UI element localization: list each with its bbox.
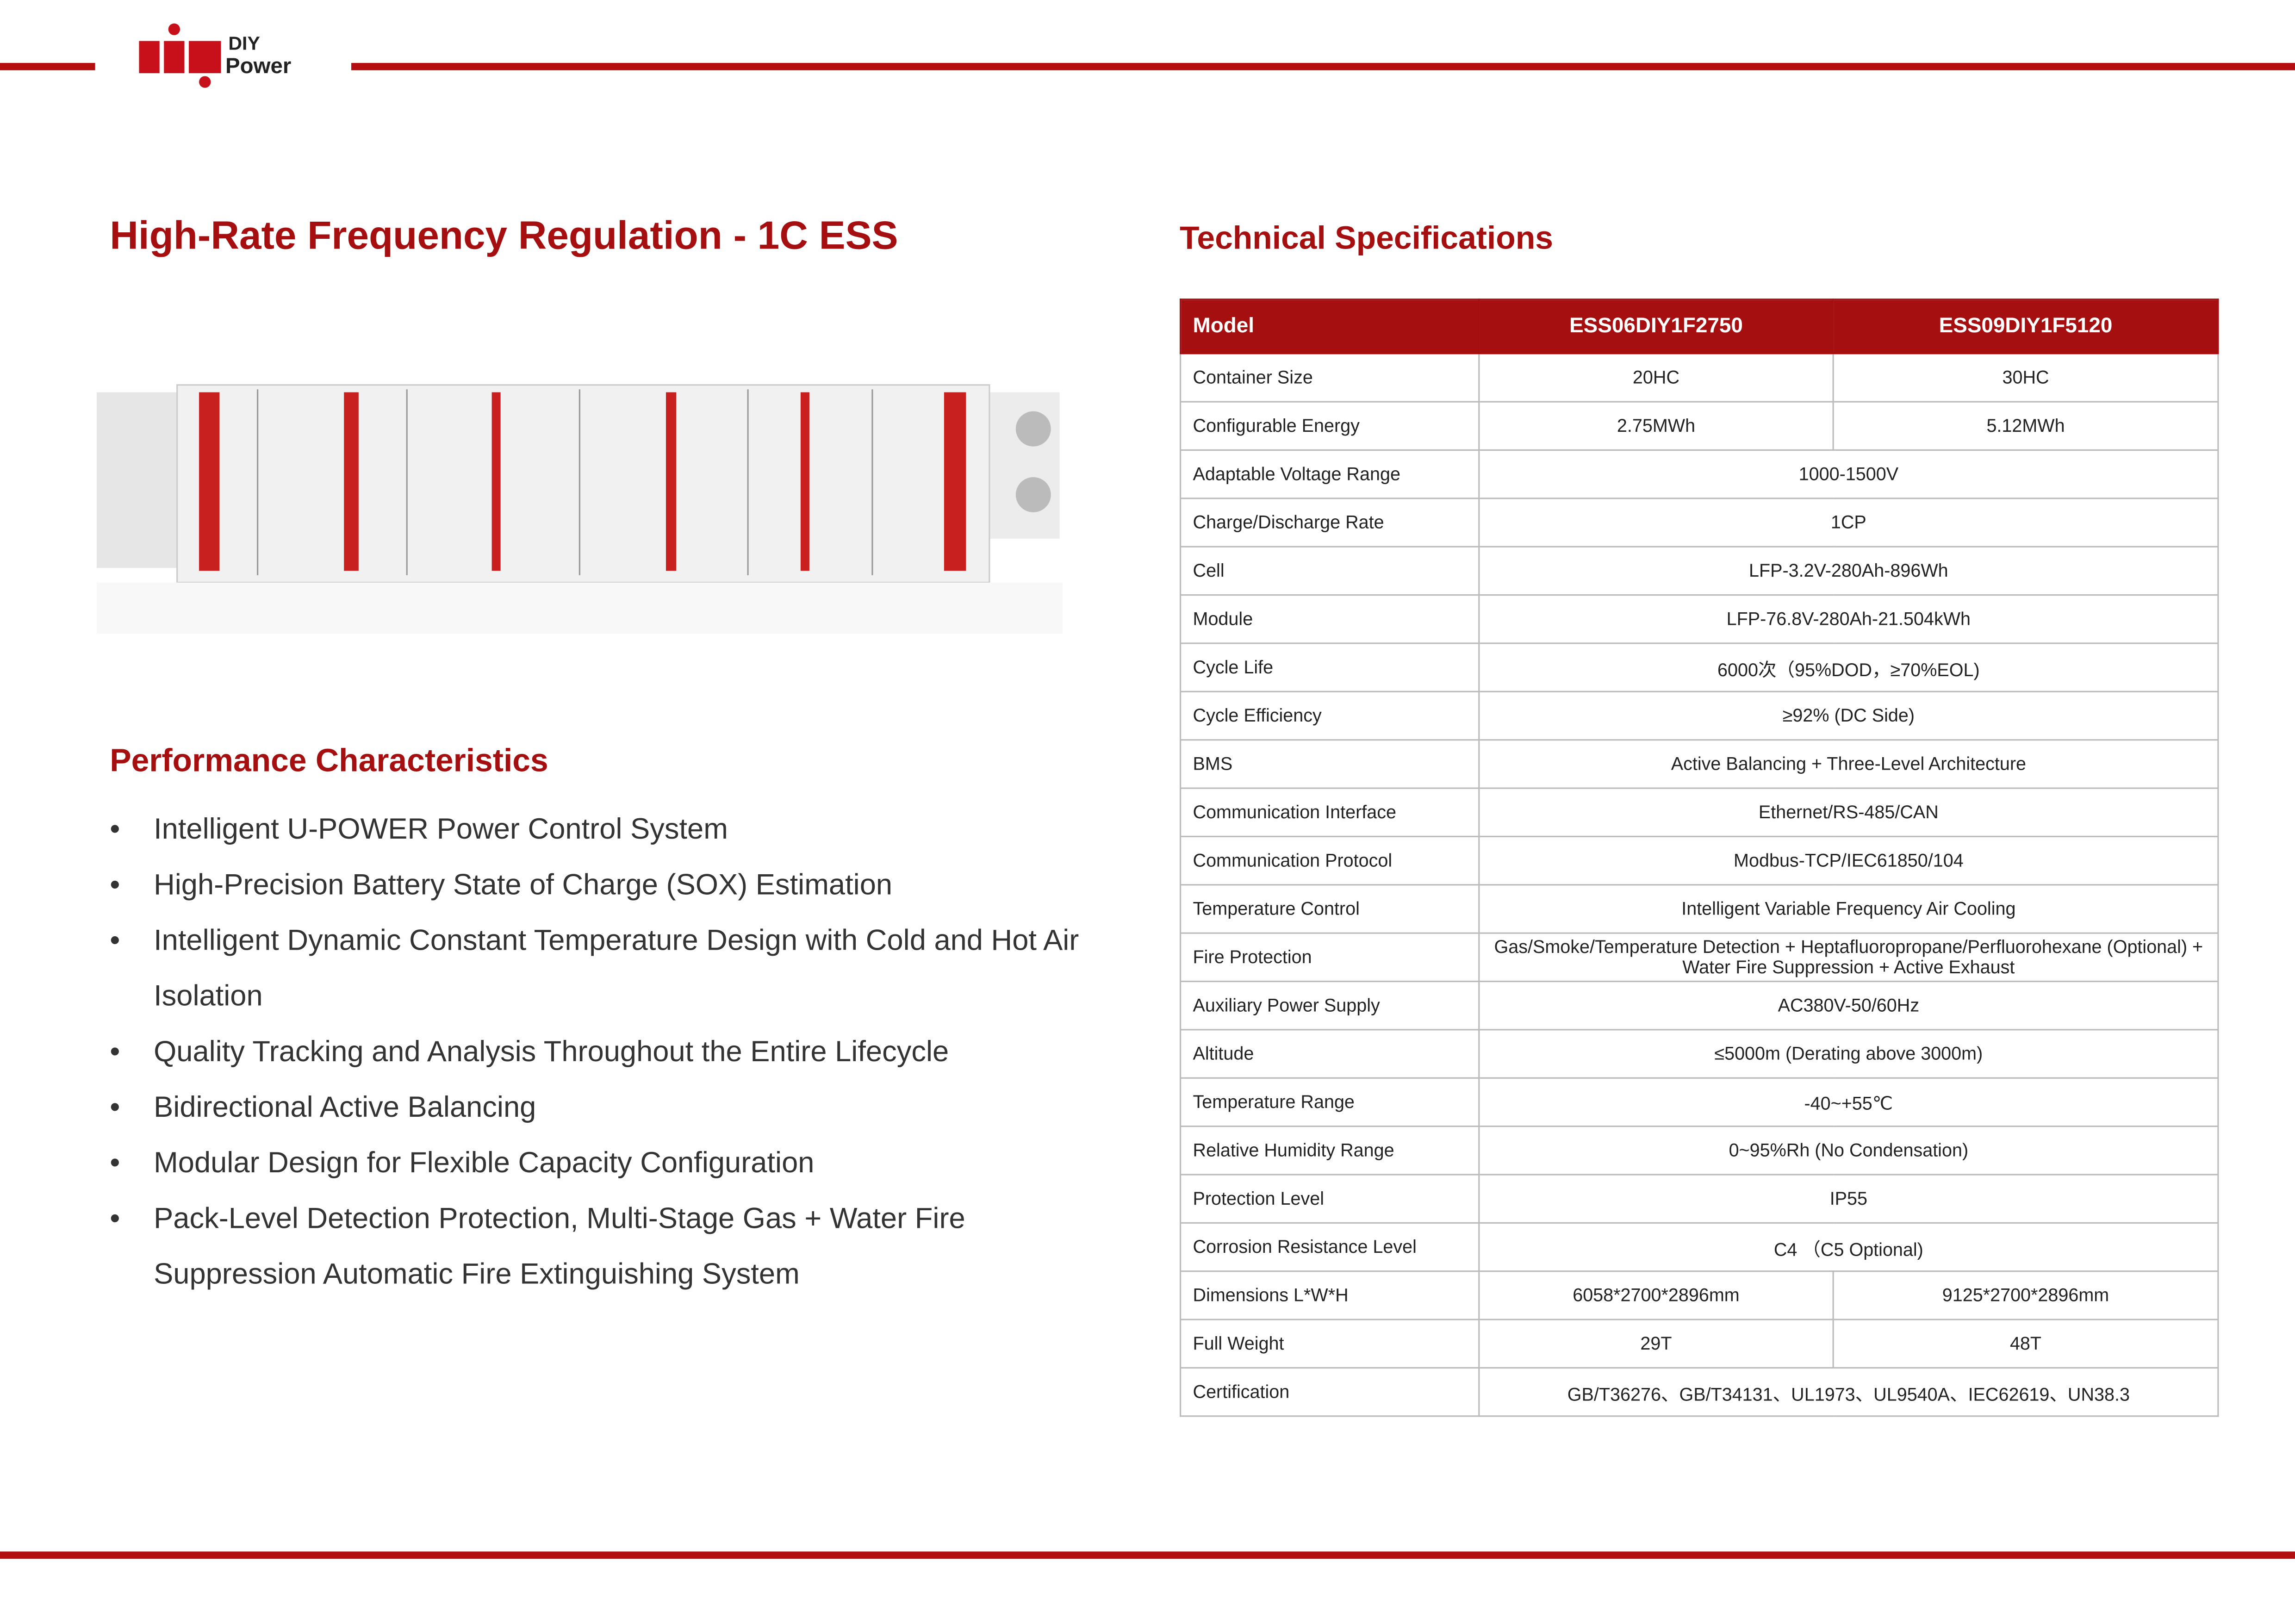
spec-value: Gas/Smoke/Temperature Detection + Heptaf… [1478, 932, 2219, 983]
spec-label: Cell [1180, 546, 1480, 596]
spec-row: Temperature Range -40~+55℃ [1180, 1077, 2219, 1127]
spec-label: Temperature Range [1180, 1077, 1480, 1127]
spec-row: Cell LFP-3.2V-280Ah-896Wh [1180, 546, 2219, 596]
spec-row: Protection Level IP55 [1180, 1174, 2219, 1224]
spec-row: Communication Protocol Modbus-TCP/IEC6185… [1180, 835, 2219, 886]
spec-value: GB/T36276、GB/T34131、UL1973、UL9540A、IEC62… [1478, 1367, 2219, 1417]
spec-row: Cycle Efficiency ≥92% (DC Side) [1180, 691, 2219, 741]
spec-value: 48T [1832, 1319, 2219, 1369]
feature-item: Bidirectional Active Balancing [110, 1080, 1120, 1136]
section-title: Performance Characteristics [110, 742, 548, 779]
spec-value: -40~+55℃ [1478, 1077, 2219, 1127]
spec-row: Altitude ≤5000m (Derating above 3000m) [1180, 1029, 2219, 1079]
spec-label: Module [1180, 594, 1480, 644]
feature-item: High-Precision Battery State of Charge (… [110, 858, 1120, 913]
product-image [96, 384, 1063, 634]
logo: DIY Power [139, 23, 291, 88]
spec-label: Full Weight [1180, 1319, 1480, 1369]
spec-row: Corrosion Resistance Level C4 （C5 Optiona… [1180, 1222, 2219, 1272]
spec-label: Certification [1180, 1367, 1480, 1417]
spec-value: 29T [1478, 1319, 1834, 1369]
feature-item: Pack-Level Detection Protection, Multi-S… [110, 1191, 1120, 1302]
spec-label: Communication Protocol [1180, 835, 1480, 886]
spec-value: 6000次（95%DOD，≥70%EOL) [1478, 642, 2219, 692]
spec-value: ≥92% (DC Side) [1478, 691, 2219, 741]
header-cell: ESS06DIY1F2750 [1478, 299, 1834, 355]
header-row: Model ESS06DIY1F2750 ESS09DIY1F5120 [1180, 299, 2219, 355]
feature-item: Intelligent Dynamic Constant Temperature… [110, 913, 1120, 1024]
spec-value: Ethernet/RS-485/CAN [1478, 787, 2219, 838]
spec-value: 6058*2700*2896mm [1478, 1270, 1834, 1320]
feature-list: Intelligent U-POWER Power Control System… [110, 802, 1120, 1303]
spec-label: Altitude [1180, 1029, 1480, 1079]
spec-row: BMS Active Balancing + Three-Level Archit… [1180, 739, 2219, 789]
header-line [0, 62, 95, 70]
spec-label: Auxiliary Power Supply [1180, 980, 1480, 1031]
spec-row: Communication Interface Ethernet/RS-485/C… [1180, 787, 2219, 838]
spec-value: IP55 [1478, 1174, 2219, 1224]
spec-row: Configurable Energy 2.75MWh 5.12MWh [1180, 401, 2219, 451]
spec-value: 1CP [1478, 498, 2219, 548]
logo-text: Power [225, 54, 291, 78]
spec-value: Intelligent Variable Frequency Air Cooli… [1478, 884, 2219, 934]
spec-label: Configurable Energy [1180, 401, 1480, 451]
spec-value: C4 （C5 Optional) [1478, 1222, 2219, 1272]
spec-value: 20HC [1478, 353, 1834, 403]
section-title: Technical Specifications [1180, 219, 1553, 256]
page-title: High-Rate Frequency Regulation - 1C ESS [110, 213, 898, 258]
spec-value: Active Balancing + Three-Level Architect… [1478, 739, 2219, 789]
spec-label: Charge/Discharge Rate [1180, 498, 1480, 548]
header-cell: ESS09DIY1F5120 [1832, 299, 2219, 355]
spec-label: Dimensions L*W*H [1180, 1270, 1480, 1320]
spec-row: Charge/Discharge Rate 1CP [1180, 498, 2219, 548]
feature-item: Quality Tracking and Analysis Throughout… [110, 1025, 1120, 1080]
feature-item: Modular Design for Flexible Capacity Con… [110, 1136, 1120, 1191]
spec-label: Cycle Efficiency [1180, 691, 1480, 741]
spec-label: Corrosion Resistance Level [1180, 1222, 1480, 1272]
spec-label: Relative Humidity Range [1180, 1126, 1480, 1176]
logo-text: DIY [228, 33, 260, 54]
spec-label: Temperature Control [1180, 884, 1480, 934]
spec-value: LFP-76.8V-280Ah-21.504kWh [1478, 594, 2219, 644]
header-cell: Model [1180, 299, 1480, 355]
spec-value: 9125*2700*2896mm [1832, 1270, 2219, 1320]
spec-row: Full Weight 29T 48T [1180, 1319, 2219, 1369]
spec-value: 30HC [1832, 353, 2219, 403]
spec-row: Module LFP-76.8V-280Ah-21.504kWh [1180, 594, 2219, 644]
spec-value: Modbus-TCP/IEC61850/104 [1478, 835, 2219, 886]
spec-row: Auxiliary Power Supply AC380V-50/60Hz [1180, 980, 2219, 1031]
spec-value: 2.75MWh [1478, 401, 1834, 451]
spec-label: Communication Interface [1180, 787, 1480, 838]
spec-label: Cycle Life [1180, 642, 1480, 692]
spec-row: Certification GB/T36276、GB/T34131、UL1973、… [1180, 1367, 2219, 1417]
spec-row: Temperature Control Intelligent Variable … [1180, 884, 2219, 934]
spec-value: 1000-1500V [1478, 449, 2219, 499]
spec-value: 0~95%Rh (No Condensation) [1478, 1126, 2219, 1176]
footer-line [0, 1551, 2295, 1559]
spec-label: BMS [1180, 739, 1480, 789]
spec-value: AC380V-50/60Hz [1478, 980, 2219, 1031]
spec-row: Cycle Life 6000次（95%DOD，≥70%EOL) [1180, 642, 2219, 692]
spec-value: ≤5000m (Derating above 3000m) [1478, 1029, 2219, 1079]
spec-label: Protection Level [1180, 1174, 1480, 1224]
spec-row: Relative Humidity Range 0~95%Rh (No Conde… [1180, 1126, 2219, 1176]
spec-label: Adaptable Voltage Range [1180, 449, 1480, 499]
header-line [351, 62, 2295, 70]
spec-value: LFP-3.2V-280Ah-896Wh [1478, 546, 2219, 596]
spec-row: Dimensions L*W*H 6058*2700*2896mm 9125*270… [1180, 1270, 2219, 1320]
spec-value: 5.12MWh [1832, 401, 2219, 451]
spec-row: Fire Protection Gas/Smoke/Temperature Det… [1180, 932, 2219, 983]
feature-item: Intelligent U-POWER Power Control System [110, 802, 1120, 858]
spec-label: Fire Protection [1180, 932, 1480, 983]
spec-table: Model ESS06DIY1F2750 ESS09DIY1F5120 Contain… [1180, 299, 2219, 1417]
spec-row: Container Size 20HC 30HC [1180, 353, 2219, 403]
spec-label: Container Size [1180, 353, 1480, 403]
spec-row: Adaptable Voltage Range 1000-1500V [1180, 449, 2219, 499]
